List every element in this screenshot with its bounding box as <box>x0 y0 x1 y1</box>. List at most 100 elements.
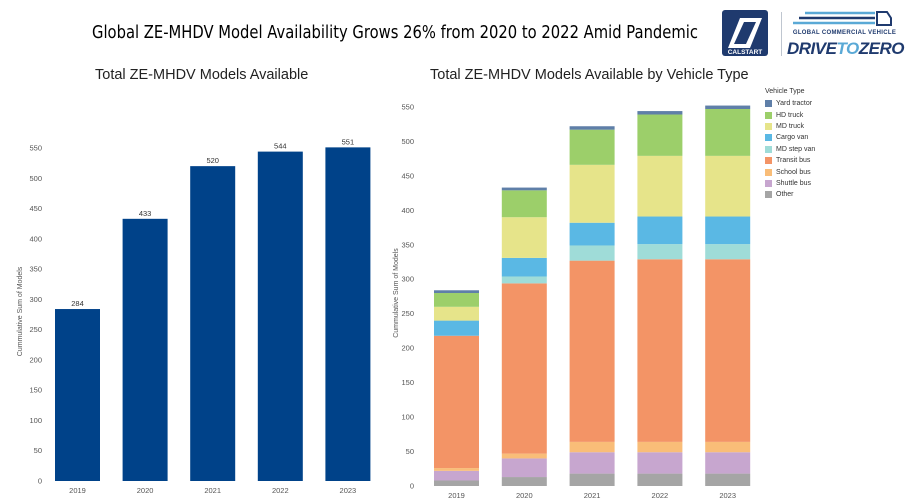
legend-swatch <box>765 100 772 108</box>
stacked-segment-yard-tractor <box>501 187 547 191</box>
stacked-segment-yard-tractor <box>569 126 615 130</box>
stacked-segment-transit-bus <box>705 259 751 442</box>
stacked-segment-shuttle-bus <box>434 470 479 481</box>
drive-to-zero-word-zero: ZERO <box>858 39 905 58</box>
stacked-segment-md-truck <box>705 155 751 217</box>
legend-swatch <box>765 157 772 165</box>
total-y-tick-label: 50 <box>34 446 42 455</box>
type-chart-title: Total ZE-MHDV Models Available by Vehicl… <box>430 67 749 83</box>
stacked-segment-shuttle-bus <box>705 452 751 474</box>
type-x-tick-label: 2021 <box>584 491 601 500</box>
legend-swatch <box>765 191 772 199</box>
stacked-segment-hd-truck <box>569 129 615 165</box>
total-bar <box>190 166 236 481</box>
calstart-logo: CALSTART <box>722 10 768 56</box>
truck-lines-icon <box>793 11 892 26</box>
stacked-segment-hd-truck <box>501 190 547 218</box>
total-x-tick-label: 2021 <box>204 486 221 495</box>
type-x-tick-label: 2019 <box>448 491 465 500</box>
stacked-segment-transit-bus <box>637 259 683 442</box>
stacked-segment-md-truck <box>569 164 615 223</box>
stacked-segment-hd-truck <box>705 109 751 156</box>
type-y-axis-label: Cummulative Sum of Models <box>393 248 400 338</box>
drive-to-zero-logo: GLOBAL COMMERCIAL VEHICLE DRIVETOZERO <box>787 8 905 64</box>
total-bar-data-label: 551 <box>342 137 355 146</box>
legend-swatch <box>765 145 772 153</box>
type-y-tick-label: 400 <box>401 206 414 215</box>
type-y-tick-label: 500 <box>401 137 414 146</box>
total-bar <box>257 151 303 481</box>
stacked-segment-cargo-van <box>569 222 615 246</box>
stacked-segment-hd-truck <box>637 114 683 156</box>
legend-label: Other <box>776 191 794 199</box>
stacked-segment-transit-bus <box>501 283 547 454</box>
total-bar-data-label: 433 <box>139 209 152 218</box>
total-y-tick-label: 550 <box>29 143 42 152</box>
vehicle-type-legend: Vehicle Type Yard tractor HD truck MD truc… <box>765 88 815 201</box>
stacked-segment-other <box>637 473 683 486</box>
stacked-segment-md-truck <box>637 155 683 217</box>
stacked-segment-school-bus <box>434 468 479 471</box>
legend-item-cargo-van: Cargo van <box>765 132 815 143</box>
legend-item-yard-tractor: Yard tractor <box>765 98 815 109</box>
stacked-segment-yard-tractor <box>637 111 683 115</box>
total-y-tick-label: 100 <box>29 416 42 425</box>
type-x-tick-label: 2020 <box>516 491 533 500</box>
legend-swatch <box>765 168 772 176</box>
stacked-segment-other <box>569 473 615 486</box>
stacked-segment-md-step-van <box>705 244 751 260</box>
legend-label: Transit bus <box>776 157 811 165</box>
total-y-tick-label: 400 <box>29 234 42 243</box>
stacked-segment-hd-truck <box>434 293 479 307</box>
total-y-tick-label: 150 <box>29 386 42 395</box>
drive-to-zero-tagline: GLOBAL COMMERCIAL VEHICLE <box>792 30 897 36</box>
stacked-segment-shuttle-bus <box>501 458 547 478</box>
total-bar <box>325 147 371 481</box>
drive-to-zero-word-drive: DRIVE <box>787 39 837 58</box>
stacked-segment-yard-tractor <box>434 290 479 294</box>
stacked-segment-school-bus <box>705 441 751 453</box>
legend-item-school-bus: School bus <box>765 166 815 177</box>
total-y-tick-label: 300 <box>29 295 42 304</box>
total-bar-data-label: 520 <box>206 156 219 165</box>
stacked-segment-md-truck <box>434 306 479 321</box>
stacked-segment-md-truck <box>501 217 547 258</box>
legend-label: HD truck <box>776 111 804 119</box>
stacked-segment-other <box>501 477 547 486</box>
stacked-segment-transit-bus <box>434 335 479 469</box>
total-bar-data-label: 284 <box>71 299 84 308</box>
type-y-tick-label: 200 <box>401 344 414 353</box>
type-y-tick-label: 350 <box>401 240 414 249</box>
stacked-segment-cargo-van <box>705 216 751 245</box>
type-y-tick-label: 100 <box>401 413 414 422</box>
type-y-tick-label: 450 <box>401 171 414 180</box>
type-y-tick-label: 300 <box>401 275 414 284</box>
calstart-logo-text: CALSTART <box>728 49 763 56</box>
stacked-segment-md-step-van <box>569 245 615 261</box>
type-x-tick-label: 2022 <box>652 491 669 500</box>
total-bar <box>55 309 100 481</box>
total-y-tick-label: 500 <box>29 174 42 183</box>
total-x-tick-label: 2022 <box>272 486 289 495</box>
stacked-segment-md-step-van <box>501 276 547 284</box>
legend-label: MD step van <box>776 145 816 153</box>
stacked-segment-shuttle-bus <box>637 452 683 474</box>
legend-swatch <box>765 179 772 187</box>
legend-swatch <box>765 134 772 142</box>
stacked-segment-school-bus <box>569 441 615 453</box>
type-y-tick-label: 550 <box>401 102 414 111</box>
stacked-segment-other <box>434 480 479 486</box>
legend-title: Vehicle Type <box>765 88 805 95</box>
type-y-tick-label: 150 <box>401 378 414 387</box>
page-title: Global ZE-MHDV Model Availability Grows … <box>92 22 698 43</box>
total-y-tick-label: 0 <box>38 477 42 486</box>
total-bar-data-label: 544 <box>274 142 287 151</box>
legend-item-transit-bus: Transit bus <box>765 155 815 166</box>
stacked-segment-shuttle-bus <box>569 452 615 474</box>
logo-divider <box>781 12 782 56</box>
drive-to-zero-word-to: TO <box>836 39 859 58</box>
stacked-segment-cargo-van <box>501 257 547 277</box>
total-y-tick-label: 250 <box>29 325 42 334</box>
total-bar <box>122 218 168 482</box>
